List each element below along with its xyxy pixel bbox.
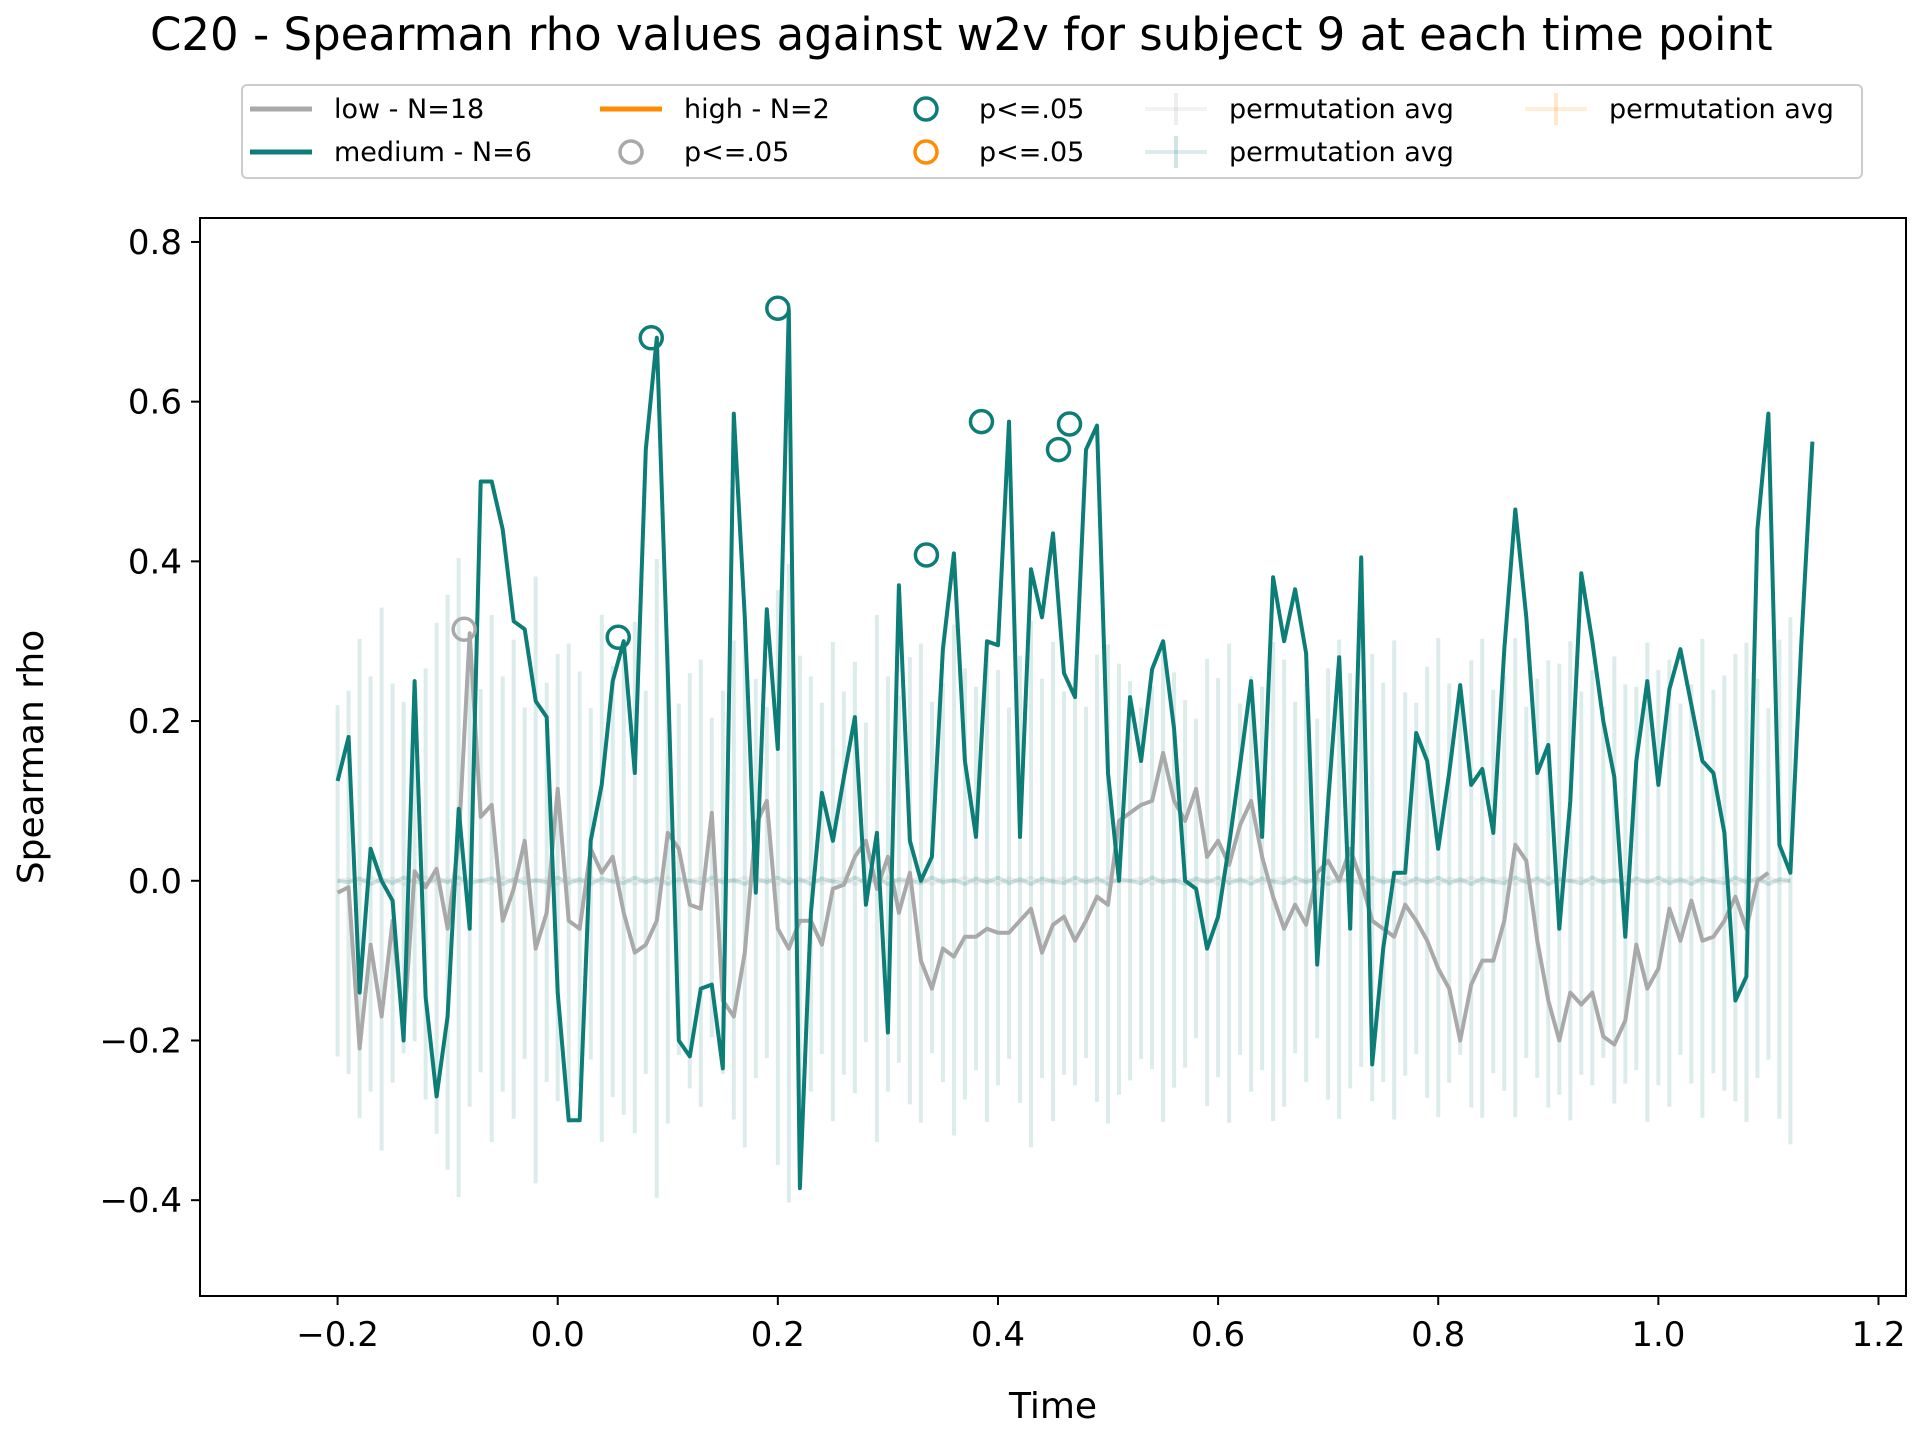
legend-marker-swatch bbox=[913, 139, 939, 165]
legend-marker-swatch bbox=[618, 139, 644, 165]
x-tick-label: −0.2 bbox=[296, 1315, 379, 1355]
y-tick-label: 0.0 bbox=[128, 862, 182, 902]
sig-medium-marker bbox=[913, 542, 940, 568]
sig-medium-marker bbox=[968, 408, 995, 435]
legend-entry-label: p<=.05 bbox=[979, 94, 1084, 125]
low-series-line bbox=[336, 631, 1770, 1051]
plot-frame bbox=[199, 217, 1907, 1297]
y-tick-label: 0.8 bbox=[128, 223, 182, 263]
series-lines bbox=[335, 307, 1815, 1191]
legend-entry-label: permutation avg bbox=[1609, 94, 1834, 125]
y-tick-label: −0.2 bbox=[99, 1021, 182, 1061]
sig-low-marker bbox=[451, 616, 477, 642]
x-tick-label: 0.4 bbox=[971, 1315, 1025, 1355]
y-axis-label: Spearman rho bbox=[11, 630, 52, 884]
sig-medium-marker bbox=[1045, 436, 1072, 463]
legend-marker-swatch bbox=[913, 96, 939, 122]
sig-medium-marker bbox=[765, 295, 791, 321]
x-tick-label: 0.8 bbox=[1411, 1315, 1465, 1355]
y-axis-ticks: −0.4 −0.2 0.0 0.2 0.4 0.6 0.8 bbox=[99, 223, 200, 1221]
x-tick-label: 0.2 bbox=[751, 1315, 805, 1355]
sig-medium-marker bbox=[605, 624, 631, 650]
legend-entry-label: high - N=2 bbox=[684, 94, 830, 125]
y-tick-label: 0.6 bbox=[128, 383, 182, 423]
perm-low-line bbox=[337, 875, 1791, 886]
x-axis-label: Time bbox=[1008, 1386, 1097, 1427]
x-tick-label: 1.2 bbox=[1851, 1315, 1905, 1355]
significance-markers bbox=[451, 295, 1083, 650]
legend-entry-label: medium - N=6 bbox=[334, 137, 532, 168]
legend-entry-label: permutation avg bbox=[1229, 94, 1454, 125]
y-tick-label: 0.2 bbox=[128, 702, 182, 742]
legend-entry-label: p<=.05 bbox=[684, 137, 789, 168]
legend-entry-label: p<=.05 bbox=[979, 137, 1084, 168]
sig-medium-marker bbox=[638, 325, 665, 351]
x-tick-label: 1.0 bbox=[1631, 1315, 1685, 1355]
plot-area bbox=[200, 218, 1906, 1296]
sig-medium-marker bbox=[1056, 411, 1083, 437]
legend: low - N=18 medium - N=6 high - N=2 p<=.05 p<… bbox=[241, 84, 1863, 179]
medium-series-line bbox=[335, 307, 1815, 1191]
y-tick-label: 0.4 bbox=[128, 542, 182, 582]
x-axis-ticks: −0.2 0.0 0.2 0.4 0.6 0.8 1.0 1.2 bbox=[296, 1296, 1906, 1355]
legend-entry-label: permutation avg bbox=[1229, 137, 1454, 168]
x-tick-label: 0.6 bbox=[1191, 1315, 1245, 1355]
y-tick-label: −0.4 bbox=[99, 1181, 182, 1221]
legend-entry-label: low - N=18 bbox=[334, 94, 484, 125]
x-tick-label: 0.0 bbox=[531, 1315, 585, 1355]
perm-medium-line bbox=[337, 875, 1791, 886]
chart-title: C20 - Spearman rho values against w2v fo… bbox=[150, 8, 1773, 61]
